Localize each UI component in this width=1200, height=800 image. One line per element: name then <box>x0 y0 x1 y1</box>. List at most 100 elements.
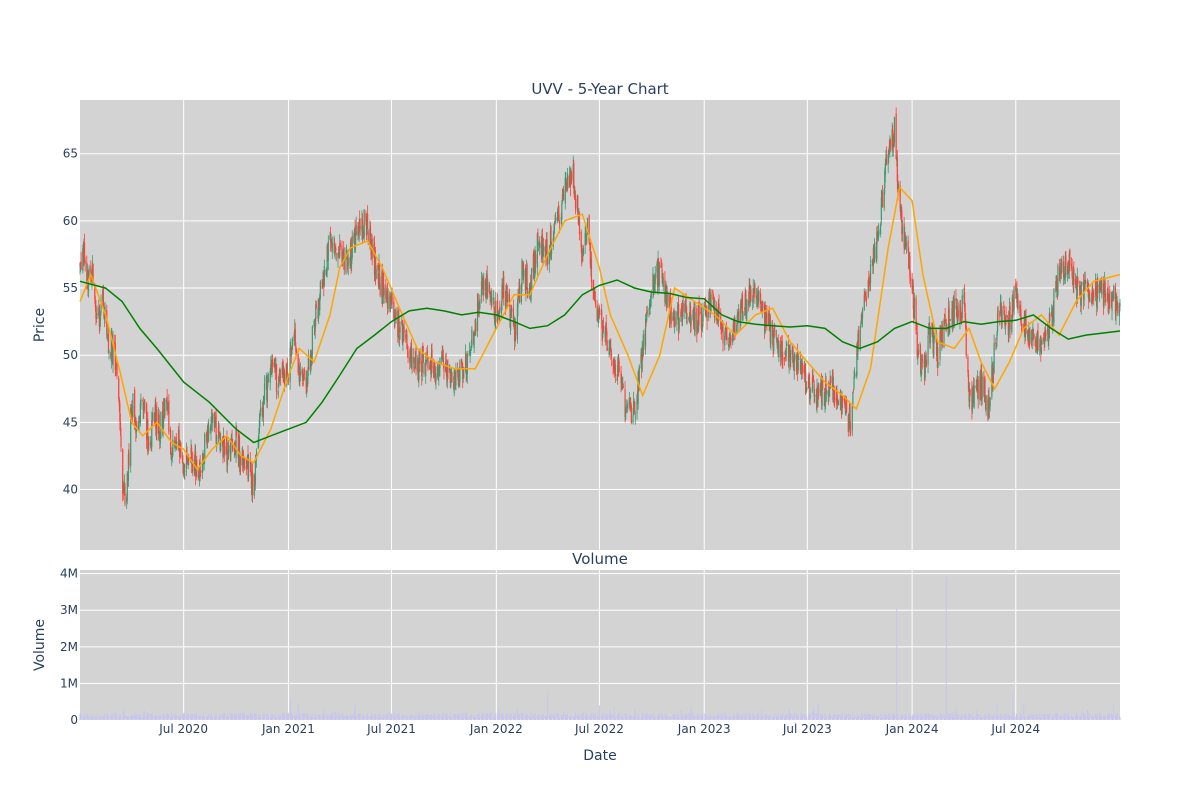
candle-body <box>231 437 233 441</box>
volume-bar <box>102 717 104 720</box>
candle-body <box>357 226 359 236</box>
volume-bar <box>414 717 416 720</box>
volume-bar <box>624 713 626 720</box>
volume-bar <box>965 713 967 720</box>
candle-body <box>358 221 360 240</box>
volume-bar <box>913 713 915 720</box>
volume-bar <box>968 715 970 720</box>
volume-bar <box>442 713 444 720</box>
volume-bar <box>430 714 432 720</box>
volume-bar <box>554 712 556 720</box>
volume-bar <box>666 716 668 720</box>
volume-bar <box>630 715 632 720</box>
candle-body <box>869 264 872 283</box>
candle-body <box>783 357 786 360</box>
volume-bar <box>1056 713 1058 720</box>
candle-body <box>992 368 994 384</box>
volume-bar <box>957 713 959 720</box>
candle-body <box>1020 308 1022 323</box>
candle-body <box>804 364 806 372</box>
candle-body <box>867 280 869 298</box>
candle-body <box>299 371 302 376</box>
price-y-tick: 40 <box>63 483 78 497</box>
volume-bar <box>826 716 828 720</box>
volume-bar <box>949 712 951 720</box>
volume-bar <box>335 711 337 720</box>
volume-bar <box>908 714 910 720</box>
volume-bar <box>318 714 320 720</box>
volume-bar <box>1033 713 1035 720</box>
candle-body <box>664 292 667 303</box>
volume-bar <box>593 714 595 720</box>
volume-bar <box>537 716 539 720</box>
candle-body <box>419 351 421 364</box>
volume-bar <box>822 714 824 720</box>
volume-bar <box>876 715 878 720</box>
candle-body <box>178 429 180 451</box>
candle-body <box>778 340 780 358</box>
volume-bar <box>673 715 675 720</box>
candle-body <box>565 182 567 185</box>
volume-bar <box>741 717 743 720</box>
candle-body <box>143 405 145 408</box>
volume-bar <box>1032 715 1034 720</box>
candle-body <box>181 455 184 464</box>
volume-bar <box>134 712 136 720</box>
volume-bar <box>936 715 938 720</box>
volume-bar <box>508 717 510 720</box>
volume-bar <box>453 714 455 720</box>
volume-bar <box>517 716 519 720</box>
candle-body <box>171 453 173 459</box>
volume-bar <box>1017 717 1019 720</box>
volume-bar <box>1020 713 1022 720</box>
volume-bar <box>917 714 919 720</box>
volume-bar <box>932 714 934 720</box>
volume-bar <box>654 716 656 720</box>
candle-body <box>585 233 587 237</box>
volume-bar <box>351 717 353 720</box>
candle-body <box>361 219 364 237</box>
volume-bar <box>402 715 404 720</box>
candle-body <box>355 224 357 235</box>
volume-bar <box>709 715 711 720</box>
volume-bar <box>740 715 742 720</box>
candle-body <box>175 437 177 444</box>
volume-bar <box>419 714 421 720</box>
price-y-tick: 50 <box>63 348 78 362</box>
volume-bar <box>238 716 240 720</box>
candle-body <box>634 401 636 413</box>
candle-body <box>920 352 922 374</box>
candle-body <box>999 312 1001 317</box>
volume-bar <box>278 717 280 720</box>
candle-body <box>808 381 811 399</box>
volume-bar <box>718 716 720 720</box>
candle-body <box>637 372 639 405</box>
volume-bar <box>302 713 304 720</box>
volume-bar <box>1024 717 1026 720</box>
candle-body <box>442 353 444 357</box>
volume-bar <box>805 715 807 720</box>
volume-bar <box>248 714 250 720</box>
candle-body <box>142 400 144 401</box>
volume-bar <box>780 716 782 720</box>
volume-bar <box>737 713 739 720</box>
volume-bar <box>381 716 383 720</box>
candle-body <box>1083 280 1085 300</box>
volume-bar <box>740 715 742 720</box>
candle-body <box>138 421 140 431</box>
volume-bar <box>971 714 973 720</box>
candle-body <box>398 316 400 340</box>
candle-body <box>326 245 328 272</box>
candle-body <box>263 383 266 401</box>
volume-bar <box>459 717 461 720</box>
volume-bar <box>151 713 153 720</box>
candle-body <box>844 396 846 407</box>
volume-bar <box>961 715 963 720</box>
candle-body <box>573 185 575 198</box>
volume-bar <box>227 717 229 720</box>
volume-bar <box>1077 714 1079 720</box>
volume-bar <box>318 715 320 720</box>
volume-bar <box>649 715 651 720</box>
volume-bar <box>370 716 372 720</box>
candle-body <box>999 302 1001 313</box>
